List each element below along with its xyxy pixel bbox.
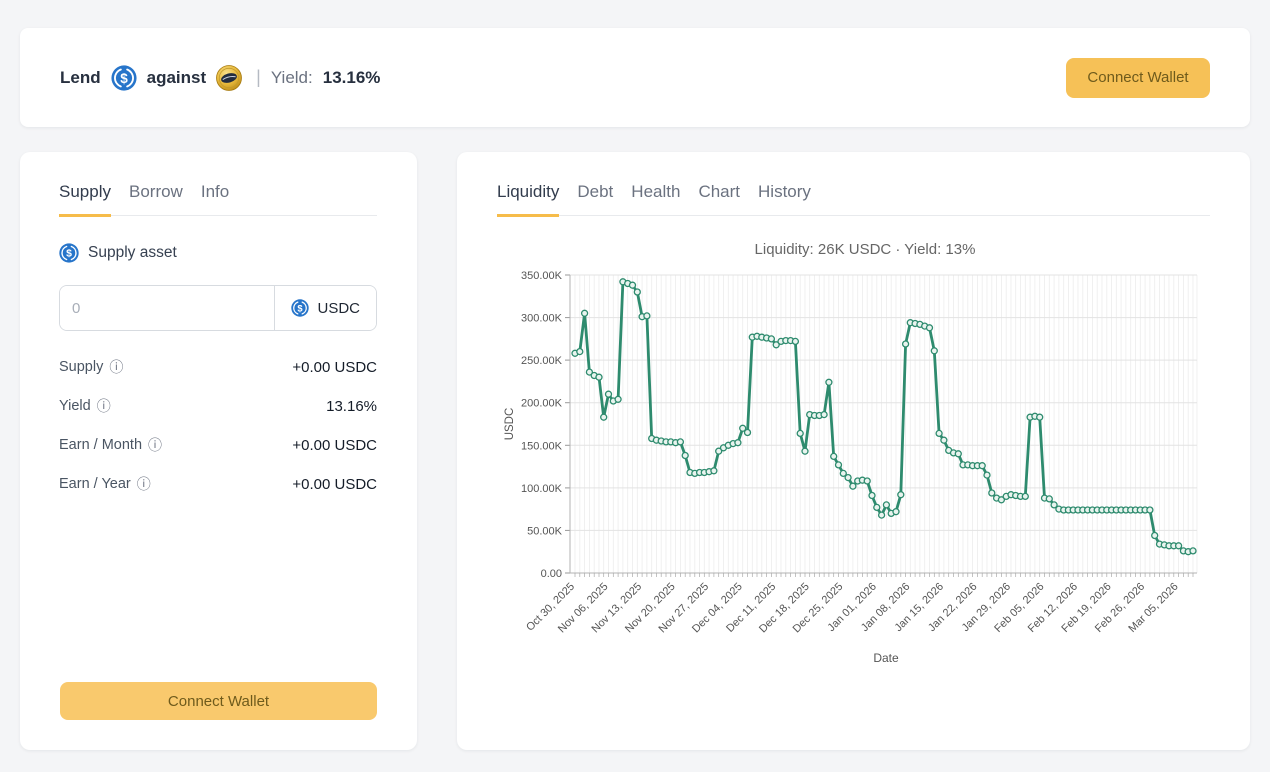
tab-borrow[interactable]: Borrow (128, 182, 183, 201)
svg-text:$: $ (298, 303, 304, 313)
supply-panel-tabs: Supply Borrow Info (59, 182, 377, 217)
svg-text:200.00K: 200.00K (521, 398, 563, 410)
usdc-icon: $ (291, 299, 310, 317)
tab-history[interactable]: History (758, 182, 811, 201)
stat-label-supply: Supply ⓘ (59, 357, 123, 377)
stat-label-text: Supply (59, 359, 104, 375)
usdc-icon: $ (59, 243, 79, 263)
supply-amount-input[interactable] (60, 286, 275, 330)
collateral-coin-icon (216, 64, 243, 91)
usdc-icon-art: $ (59, 243, 79, 263)
supply-panel: Supply Borrow Info $ Supply asset $ USDC S… (20, 152, 417, 750)
svg-text:USDC: USDC (504, 408, 516, 441)
info-icon[interactable]: ⓘ (96, 398, 111, 414)
stat-row-yield: Yield ⓘ 13.16% (59, 396, 377, 416)
svg-text:50.00K: 50.00K (527, 525, 563, 537)
market-pair-summary: Lend $ against | Yield: 13.16% (60, 64, 381, 91)
connect-wallet-button[interactable]: Connect Wallet (1066, 57, 1210, 98)
stat-label-text: Earn / Month (59, 437, 143, 453)
svg-text:250.00K: 250.00K (521, 355, 563, 367)
tab-health[interactable]: Health (631, 182, 681, 201)
usdc-icon-art: $ (111, 64, 137, 91)
supply-asset-row: $ Supply asset (59, 243, 377, 263)
against-label: against (146, 67, 207, 87)
svg-text:0.00: 0.00 (541, 568, 562, 580)
svg-text:100.00K: 100.00K (521, 483, 563, 495)
tab-info[interactable]: Info (200, 182, 230, 201)
connect-wallet-button-panel[interactable]: Connect Wallet (60, 682, 377, 720)
liquidity-chart: Liquidity: 26K USDC · Yield: 13% 0.00 50.0… (497, 232, 1210, 679)
svg-text:Liquidity: 26K USDC · Yield: 1: Liquidity: 26K USDC · Yield: 13% (755, 241, 976, 258)
tab-liquidity[interactable]: Liquidity (497, 182, 560, 217)
svg-text:350.00K: 350.00K (521, 270, 563, 282)
stat-row-earn-month: Earn / Month ⓘ +0.00 USDC (59, 435, 377, 455)
tab-chart[interactable]: Chart (698, 182, 741, 201)
stat-row-supply: Supply ⓘ +0.00 USDC (59, 357, 377, 377)
supply-stats: Supply ⓘ +0.00 USDC Yield ⓘ 13.16% Earn / Mont… (59, 357, 377, 494)
svg-text:$: $ (66, 249, 72, 260)
svg-text:150.00K: 150.00K (521, 440, 563, 452)
asset-selector-label: USDC (317, 299, 360, 317)
stat-label-earn-month: Earn / Month ⓘ (59, 435, 162, 455)
stat-row-earn-year: Earn / Year ⓘ +0.00 USDC (59, 474, 377, 494)
svg-text:Date: Date (873, 651, 899, 665)
gold-coin-art (216, 64, 243, 91)
stat-value-yield: 13.16% (326, 397, 377, 415)
asset-selector[interactable]: $ USDC (274, 286, 376, 330)
header-bar: Lend $ against | Yield: 13.16% Connect W… (20, 28, 1250, 127)
stat-value-earn-year: +0.00 USDC (292, 475, 377, 493)
supply-amount-box: $ USDC (59, 285, 377, 331)
stat-value-supply: +0.00 USDC (292, 358, 377, 376)
svg-text:300.00K: 300.00K (521, 313, 563, 325)
usdc-icon-art: $ (291, 299, 310, 317)
yield-value: 13.16% (322, 67, 381, 87)
supply-asset-label: Supply asset (88, 244, 177, 261)
liquidity-chart-svg: Liquidity: 26K USDC · Yield: 13% 0.00 50.0… (504, 241, 1198, 665)
stat-label-earn-year: Earn / Year ⓘ (59, 474, 151, 494)
stat-label-text: Earn / Year (59, 476, 131, 492)
yield-label: Yield: (270, 67, 313, 87)
separator-bar: | (256, 67, 261, 87)
stat-label-yield: Yield ⓘ (59, 396, 111, 416)
usdc-coin-icon: $ (111, 64, 137, 91)
tab-debt[interactable]: Debt (577, 182, 614, 201)
stat-label-text: Yield (59, 398, 91, 414)
info-icon[interactable]: ⓘ (148, 437, 163, 453)
lend-label: Lend (60, 67, 101, 87)
info-icon[interactable]: ⓘ (136, 476, 151, 492)
market-panel: Liquidity Debt Health Chart History Liquidit… (457, 152, 1250, 750)
market-panel-tabs: Liquidity Debt Health Chart History (497, 182, 1210, 217)
stat-value-earn-month: +0.00 USDC (292, 436, 377, 454)
info-icon[interactable]: ⓘ (109, 359, 124, 375)
svg-text:$: $ (120, 70, 128, 85)
tab-supply[interactable]: Supply (59, 182, 111, 217)
